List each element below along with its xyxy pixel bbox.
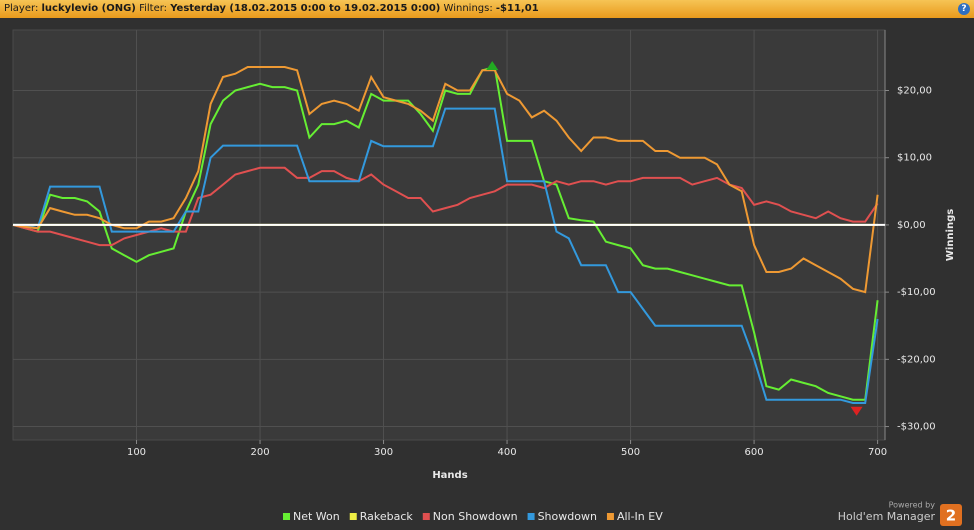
y-tick-label: $10,00 <box>897 153 932 164</box>
legend-swatch <box>606 513 614 520</box>
x-tick-label: 500 <box>621 447 640 458</box>
x-tick-label: 100 <box>127 447 146 458</box>
y-tick-label: $0,00 <box>897 220 926 231</box>
header: Player: luckylevio (ONG) Filter: Yesterd… <box>0 0 974 18</box>
x-tick-label: 700 <box>868 447 887 458</box>
y-tick-label: -$30,00 <box>897 422 936 433</box>
powered-by: Powered by <box>889 501 936 510</box>
logo <box>940 504 962 526</box>
legend-swatch <box>283 513 290 520</box>
y-tick-label: -$20,00 <box>897 354 936 365</box>
legend-swatch <box>422 513 430 520</box>
label: Winnings: <box>443 3 493 14</box>
x-tick-label: 600 <box>745 447 764 458</box>
legend-label: All-In EV <box>617 510 663 523</box>
brand: Hold'em Manager <box>838 510 936 523</box>
y-tick-label: $20,00 <box>897 85 932 96</box>
x-tick-label: 200 <box>250 447 269 458</box>
legend-label: Non Showdown <box>433 510 518 523</box>
series-line <box>13 107 879 404</box>
label: Player: <box>4 3 39 14</box>
winnings: -$11,01 <box>495 3 539 14</box>
series-line <box>12 65 879 401</box>
marker <box>850 406 863 416</box>
series-line <box>12 66 879 294</box>
legend-label: Showdown <box>538 510 597 523</box>
legend-swatch <box>527 513 535 520</box>
legend-label: Net Won <box>293 510 340 523</box>
plot-area <box>12 29 886 441</box>
label: Filter: <box>139 3 168 14</box>
help-button[interactable]: ? <box>958 3 970 15</box>
marker <box>486 60 499 70</box>
y-tick-label: -$10,00 <box>897 287 936 298</box>
logo-text: 2 <box>946 507 956 525</box>
legend-swatch <box>349 513 357 520</box>
x-tick-label: 300 <box>374 447 393 458</box>
player: luckylevio (ONG) <box>41 3 136 14</box>
filter: Yesterday (18.02.2015 0:00 to 19.02.2015… <box>170 3 441 14</box>
legend-label: Rakeback <box>360 510 414 523</box>
y-axis-title: Winnings <box>945 209 956 261</box>
x-axis-title: Hands <box>432 470 467 481</box>
x-tick-label: 400 <box>498 447 517 458</box>
